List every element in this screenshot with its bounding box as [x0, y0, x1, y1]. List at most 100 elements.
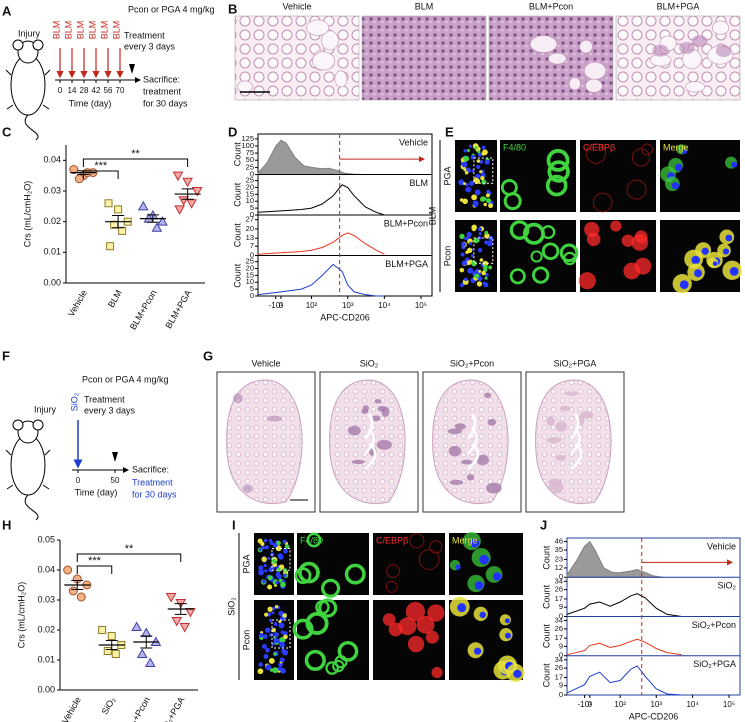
- cell: [283, 548, 288, 554]
- cell: [385, 580, 398, 593]
- airspace: [529, 35, 558, 53]
- histogram-curve: [257, 232, 385, 255]
- airspace: [312, 51, 335, 71]
- y-tick-label: 0.02: [37, 624, 55, 634]
- cell: [462, 198, 468, 205]
- row-label: BLM+PGA: [385, 259, 428, 269]
- cell: [483, 202, 487, 207]
- mouse-leg: [5, 449, 51, 490]
- cell: [462, 182, 467, 186]
- y-tick-label: 0.04: [37, 564, 55, 574]
- panel-label: C: [2, 124, 12, 139]
- y-tick-label: 125: [241, 134, 254, 143]
- y-tick-label: 0.05: [37, 534, 55, 544]
- nucleus: [701, 247, 709, 255]
- data-point: [178, 196, 189, 206]
- nucleus: [712, 261, 718, 266]
- data-point: [171, 617, 183, 627]
- image-title: BLM+Pcon: [529, 1, 573, 11]
- treatment-arrow: [129, 64, 135, 74]
- cell: [398, 617, 417, 636]
- cell: [267, 584, 273, 590]
- cell: [522, 222, 545, 245]
- mouse-body: [10, 434, 46, 496]
- cell: [261, 545, 266, 550]
- airway: [364, 428, 375, 455]
- y-tick-label: 0.01: [43, 247, 61, 257]
- x-tick-label: 10³: [650, 700, 662, 709]
- cell: [626, 179, 647, 200]
- cell: [279, 657, 285, 663]
- zoom-box: [473, 157, 494, 184]
- cell: [264, 612, 269, 617]
- data-point: [131, 621, 143, 631]
- y-tick-label: 75: [246, 148, 254, 157]
- mouse-ear: [12, 419, 24, 431]
- y-tick-label: 34: [555, 576, 563, 585]
- cell: [481, 179, 487, 185]
- nucleus: [679, 280, 689, 290]
- agent-label: BLM: [63, 21, 73, 40]
- lesion: [546, 416, 555, 426]
- cell: [480, 196, 486, 202]
- cell: [480, 175, 485, 181]
- y-tick-label: 20: [246, 182, 254, 191]
- data-point: [76, 592, 86, 602]
- data-point: [104, 199, 113, 208]
- cell: [292, 618, 314, 640]
- cell: [258, 565, 264, 571]
- cell: [344, 563, 366, 585]
- airway: [364, 442, 377, 470]
- cell: [484, 230, 489, 235]
- y-tick-label: 34: [555, 655, 563, 664]
- airway: [232, 393, 243, 404]
- y-tick-label: 9: [559, 681, 563, 690]
- injury-label: Injury: [18, 28, 41, 38]
- lesion: [447, 428, 463, 435]
- cell: [530, 250, 543, 263]
- cell: [468, 144, 472, 148]
- cell: [464, 236, 468, 241]
- y-tick-label: 26: [555, 585, 563, 594]
- y-tick-label: 0.01: [37, 654, 55, 664]
- y-tick-label: 10: [246, 277, 254, 286]
- cell: [509, 220, 530, 240]
- cell: [488, 203, 494, 209]
- cell: [258, 632, 264, 638]
- y-tick-label: 9: [559, 641, 563, 650]
- x-tick-label: 10²: [614, 700, 626, 709]
- lesion: [564, 391, 579, 396]
- fibrotic-patch: [715, 44, 732, 57]
- cell: [425, 630, 439, 644]
- agent-label: BLM: [87, 21, 97, 40]
- lesion: [376, 439, 392, 450]
- lesion: [476, 454, 489, 466]
- airspace: [583, 61, 607, 80]
- treatment-label: every 3 days: [84, 405, 136, 415]
- x-tick-label: 10⁴: [686, 700, 699, 709]
- cell: [416, 615, 435, 634]
- airway: [242, 484, 253, 493]
- y-tick-label: 35: [555, 545, 563, 554]
- time-tick-label: 42: [92, 86, 101, 95]
- y-tick-label: 100: [241, 141, 254, 150]
- cell: [278, 662, 283, 667]
- significance-label: ***: [88, 555, 102, 567]
- cell: [481, 145, 486, 150]
- histology-image: [361, 15, 487, 101]
- x-axis-label: APC-CD206: [320, 312, 370, 322]
- cell: [315, 599, 330, 615]
- cell: [261, 643, 267, 649]
- cell: [463, 168, 467, 172]
- panel-label: A: [2, 3, 12, 18]
- x-tick-label: SiO₂+Pcon: [121, 695, 152, 722]
- mouse-ear: [32, 419, 44, 431]
- cell: [388, 622, 403, 637]
- cell: [278, 620, 282, 624]
- nucleus: [470, 538, 480, 548]
- cell: [277, 553, 284, 559]
- cell: [282, 613, 287, 618]
- y-tick-label: 26: [555, 663, 563, 672]
- cell: [405, 601, 426, 622]
- y-tick-label: 0.03: [43, 185, 61, 195]
